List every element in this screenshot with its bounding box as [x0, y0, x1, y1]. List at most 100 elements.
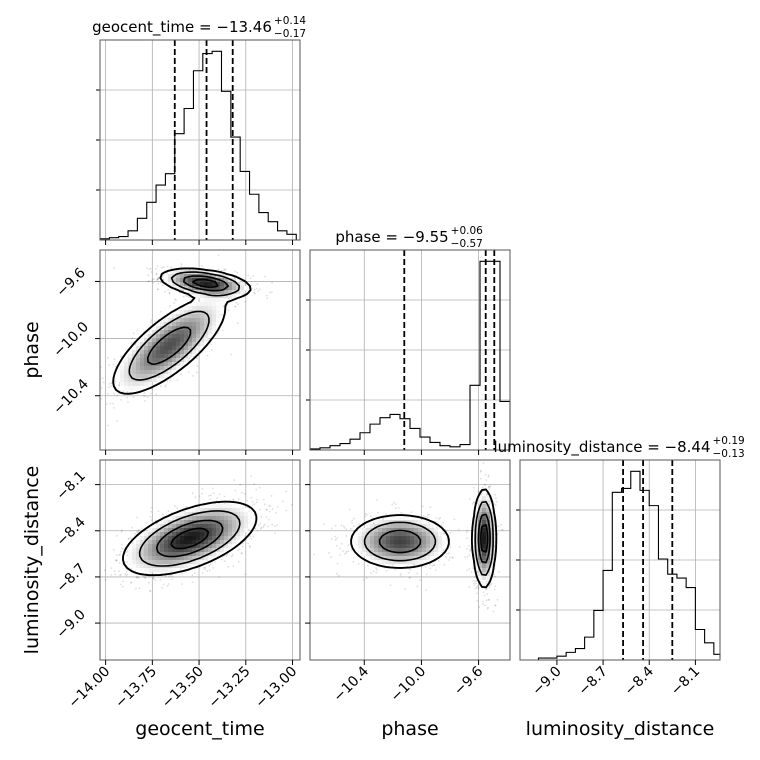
- contour-line: [170, 527, 210, 550]
- density-cell: [176, 338, 181, 343]
- density-cell: [184, 520, 189, 525]
- sample-point: [212, 567, 214, 569]
- density-cell: [136, 382, 141, 387]
- density-cell: [200, 286, 205, 291]
- density-cell: [140, 374, 145, 379]
- density-cell: [204, 294, 209, 299]
- sample-point: [483, 483, 486, 486]
- sample-point: [214, 560, 216, 563]
- density-cell: [192, 278, 197, 283]
- density-cell: [204, 286, 209, 291]
- density-cell: [188, 556, 193, 561]
- density-cell: [168, 318, 173, 323]
- sample-point: [395, 503, 397, 505]
- sample-point: [385, 569, 388, 572]
- sample-point: [469, 550, 471, 552]
- density-cell: [156, 524, 161, 529]
- sample-point: [134, 532, 137, 535]
- density-cell: [148, 552, 153, 557]
- density-cell: [200, 298, 205, 303]
- sample-point: [122, 580, 124, 583]
- density-cell: [200, 294, 205, 299]
- contour-line: [155, 519, 224, 558]
- scatter-geocent_time-luminosity_distance: [99, 459, 301, 661]
- sample-point: [447, 559, 450, 561]
- sample-point: [334, 524, 337, 527]
- sample-point: [160, 281, 162, 284]
- density-cell: [136, 370, 141, 375]
- density-cell: [180, 274, 185, 279]
- density-cell: [140, 370, 145, 375]
- sample-point: [126, 550, 129, 553]
- sample-point: [155, 393, 158, 395]
- sample-point: [191, 492, 194, 495]
- density-cell: [184, 540, 189, 545]
- density-cell: [224, 508, 229, 513]
- density-cell: [212, 512, 217, 517]
- sample-point: [419, 579, 421, 581]
- density-cell: [164, 278, 169, 283]
- sample-point: [150, 506, 153, 509]
- density-cell: [148, 536, 153, 541]
- sample-point: [112, 363, 115, 366]
- density-cell: [140, 366, 145, 371]
- density-cell: [244, 528, 249, 533]
- sample-point: [150, 519, 153, 522]
- density-cell: [144, 374, 149, 379]
- histogram-step: [309, 260, 511, 450]
- sample-point: [224, 268, 227, 271]
- density-cell: [144, 564, 149, 569]
- sample-point: [208, 564, 211, 567]
- sample-point: [438, 518, 440, 520]
- sample-point: [107, 424, 110, 427]
- sample-point: [258, 288, 261, 291]
- sample-point: [353, 525, 355, 528]
- sample-point: [265, 516, 268, 518]
- sample-point: [472, 486, 475, 489]
- sample-point: [392, 564, 395, 566]
- density-cell: [244, 520, 249, 525]
- density-cell: [228, 528, 233, 533]
- density-cell: [188, 354, 193, 359]
- density-cell: [224, 290, 229, 295]
- density-cell: [216, 298, 221, 303]
- sample-point: [252, 275, 255, 277]
- sample-point: [212, 487, 214, 490]
- sample-point: [119, 553, 122, 556]
- density-cell: [144, 370, 149, 375]
- sample-point: [115, 559, 118, 562]
- density-cell: [184, 322, 189, 327]
- density-cell: [228, 540, 233, 545]
- sample-point: [150, 319, 153, 321]
- density-cell: [160, 548, 165, 553]
- density-cell: [204, 548, 209, 553]
- sample-point: [257, 290, 260, 292]
- density-cell: [148, 378, 153, 383]
- sample-point: [500, 523, 503, 526]
- sample-point: [174, 505, 176, 508]
- density-cell: [224, 528, 229, 533]
- density-cell: [184, 548, 189, 553]
- sample-point: [335, 545, 338, 547]
- density-cell: [136, 374, 141, 379]
- density-cell: [164, 362, 169, 367]
- density-cell: [236, 520, 241, 525]
- density-cell: [180, 318, 185, 323]
- density-cell: [192, 302, 197, 307]
- sample-point: [251, 504, 254, 507]
- density-cell: [208, 540, 213, 545]
- sample-point: [135, 576, 138, 579]
- density-cell: [172, 520, 177, 525]
- sample-point: [391, 503, 394, 506]
- sample-point: [167, 289, 170, 291]
- density-cell: [172, 532, 177, 537]
- density-cell: [188, 286, 193, 291]
- density-cell: [120, 378, 125, 383]
- sample-point: [120, 550, 122, 553]
- sample-point: [201, 265, 203, 267]
- density-cell: [196, 524, 201, 529]
- density-cell: [192, 540, 197, 545]
- sample-point: [480, 493, 483, 496]
- density-cell: [172, 330, 177, 335]
- density-cell: [176, 362, 181, 367]
